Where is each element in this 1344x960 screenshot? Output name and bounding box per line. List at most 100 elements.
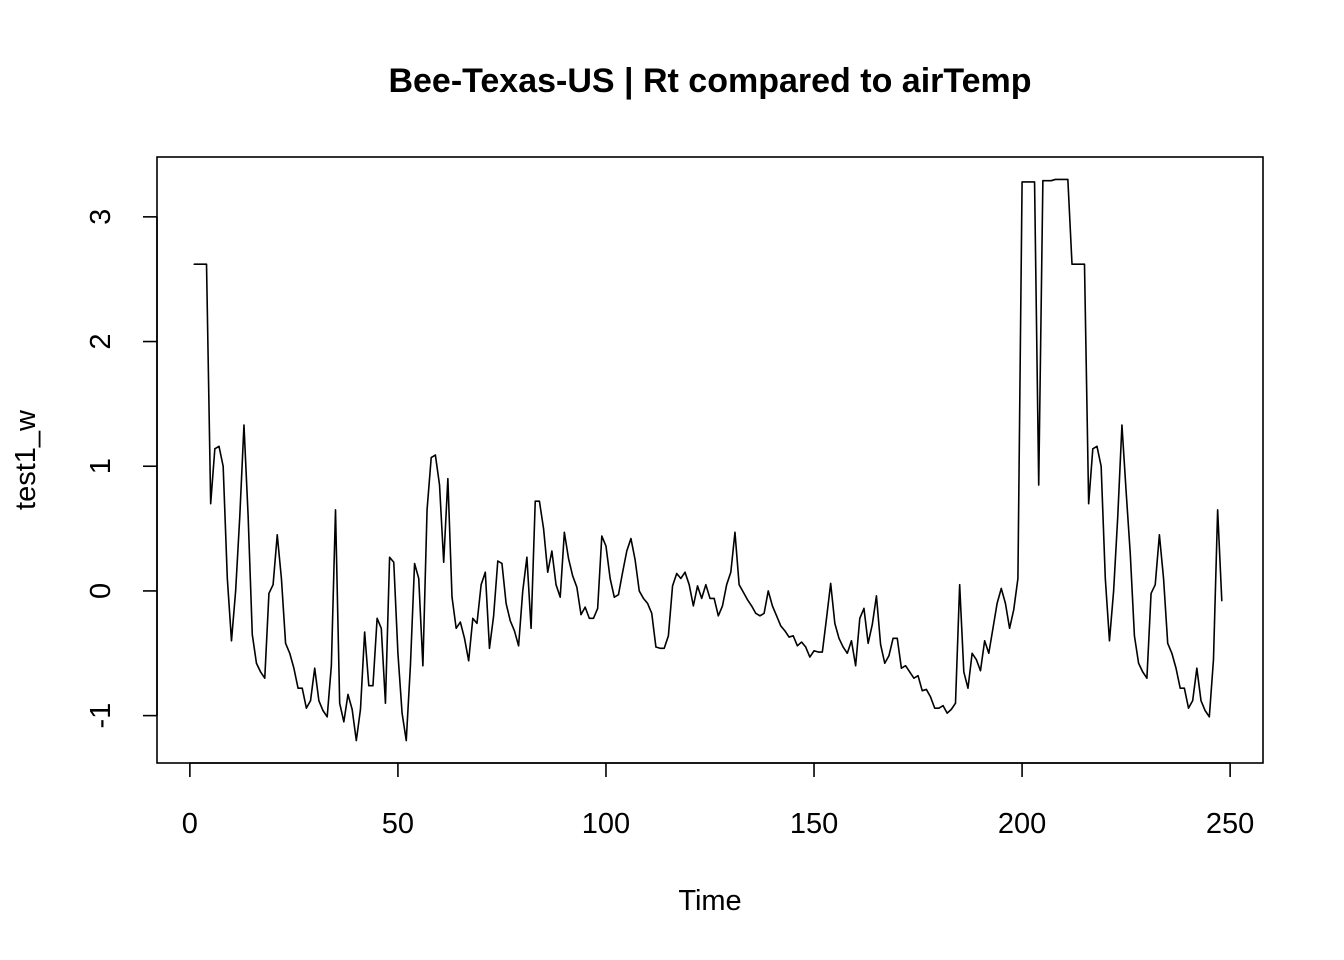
data-point [871,623,873,626]
data-point [684,571,686,573]
data-point [1025,181,1027,183]
data-point [834,622,836,624]
y-tick-label: 0 [85,583,117,599]
data-point [842,646,844,648]
data-point [255,662,258,664]
data-point [1083,263,1086,265]
data-point [260,671,262,673]
data-point [592,617,595,619]
data-point [996,602,998,605]
data-point [1042,180,1044,182]
data-point [1038,484,1040,486]
data-point [1150,592,1152,595]
data-point [264,677,266,679]
data-point [967,687,969,689]
data-point [247,515,249,517]
data-point [921,690,923,692]
data-point [813,650,815,652]
data-point [1100,465,1102,467]
data-point [655,646,657,648]
y-tick-label: 2 [85,333,117,349]
data-point [214,448,216,450]
data-point [1204,710,1206,712]
data-point [1137,662,1140,664]
data-point [755,612,757,614]
data-point [284,642,287,644]
data-point [1033,181,1036,183]
data-point [530,627,532,629]
data-point [738,584,740,586]
data-point [1171,652,1173,654]
data-point [692,605,694,607]
data-point [651,612,653,614]
data-point [572,575,574,577]
data-point [617,594,620,596]
x-axis: 0 50 100 150 200 250 [182,762,1254,840]
data-point [463,637,466,639]
data-point [959,584,961,586]
data-point [859,617,861,619]
data-point [846,652,848,654]
data-point [355,739,357,742]
data-point [210,503,212,505]
data-point [709,597,711,600]
data-point [875,595,878,597]
data-point [501,562,503,565]
data-point [701,597,703,600]
data-point [526,556,528,558]
data-point [359,708,362,710]
data-point [659,647,661,649]
data-point [276,534,278,536]
data-point [1021,181,1023,183]
data-point [992,627,994,629]
data-point [318,700,320,702]
data-point [1063,178,1065,181]
data-point [563,531,565,533]
data-point [726,584,728,586]
data-point [642,597,645,600]
data-point [405,739,407,742]
data-point [850,640,853,642]
data-point [963,671,965,673]
data-point [505,602,507,605]
data-point [884,662,886,664]
y-tick-label: -1 [85,703,117,729]
data-point [913,677,915,679]
data-point [717,615,719,617]
data-point [434,454,436,456]
data-point [609,577,611,580]
data-point [734,531,736,533]
data-point [676,572,678,575]
data-point [497,560,499,562]
data-point [1183,687,1185,689]
data-point [517,645,520,647]
data-point [800,641,803,643]
data-point [775,615,778,617]
data-point [1079,263,1081,265]
data-point [418,577,420,580]
data-point [780,625,782,627]
data-point [389,556,391,558]
data-point [542,527,545,530]
data-point [580,614,582,616]
data-point [230,640,233,642]
data-point [426,509,428,511]
data-point [984,640,986,642]
data-point [438,484,441,486]
data-point [293,667,295,669]
data-point [1075,263,1077,265]
data-point [938,707,940,709]
data-point [763,612,765,614]
data-point [863,607,865,609]
data-point [597,607,599,609]
data-point [334,509,337,511]
data-point [314,667,316,669]
data-point [326,716,328,718]
data-point [1146,677,1148,679]
data-point [900,667,903,669]
data-point [1175,667,1177,669]
data-point [547,571,549,573]
data-point [1046,180,1048,182]
data-point [1108,640,1111,642]
